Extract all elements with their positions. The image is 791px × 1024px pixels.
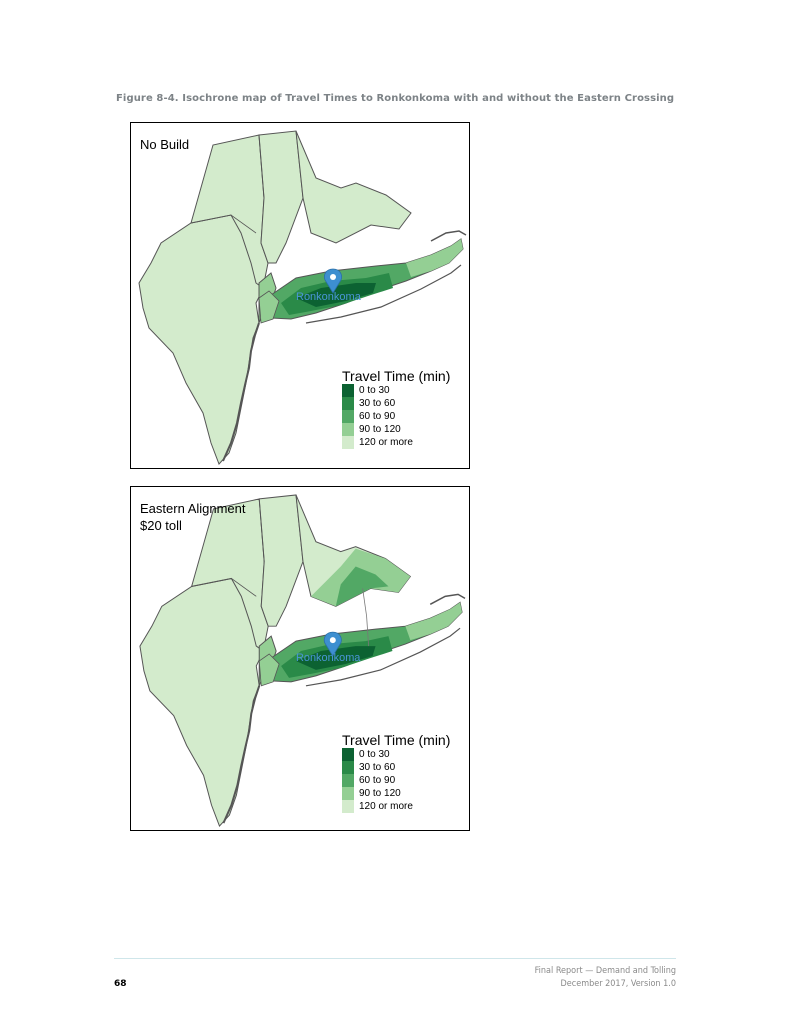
legend-swatch xyxy=(342,397,354,410)
legend-label: 120 or more xyxy=(359,437,413,448)
legend-swatch xyxy=(342,384,354,397)
legend-items: 0 to 30 30 to 60 60 to 90 90 to 120 120 … xyxy=(342,384,450,449)
legend-item: 60 to 90 xyxy=(342,774,450,787)
marker-label: Ronkonkoma xyxy=(296,652,361,664)
legend-item: 0 to 30 xyxy=(342,384,450,397)
legend-label: 0 to 30 xyxy=(359,749,390,760)
footer-divider xyxy=(114,958,676,959)
legend-swatch xyxy=(342,423,354,436)
legend-label: 90 to 120 xyxy=(359,424,401,435)
legend-swatch xyxy=(342,436,354,449)
legend-swatch xyxy=(342,787,354,800)
legend-label: 30 to 60 xyxy=(359,398,396,409)
isochrone-map: Ronkonkoma xyxy=(138,130,467,465)
figure-caption: Figure 8-4. Isochrone map of Travel Time… xyxy=(116,93,675,104)
location-pin-icon xyxy=(323,631,342,657)
isochrone-map: Ronkonkoma xyxy=(138,493,466,828)
legend-label: 120 or more xyxy=(359,801,413,812)
panel-title: No Build xyxy=(140,137,190,152)
report-title: Final Report — Demand and Tolling xyxy=(534,966,676,976)
panel-title: Eastern Alignment $20 toll xyxy=(140,501,246,533)
legend-item: 30 to 60 xyxy=(342,397,450,410)
footer-report-info: Final Report — Demand and Tolling Decemb… xyxy=(535,965,676,991)
map-panel-no-build: Ronkonkoma No Build Travel Time (min) 0 … xyxy=(130,122,470,469)
legend-title: Travel Time (min) xyxy=(342,368,451,384)
marker-label: Ronkonkoma xyxy=(296,291,362,303)
legend-item: 90 to 120 xyxy=(342,787,450,800)
legend-title: Travel Time (min) xyxy=(342,732,451,748)
page-number: 68 xyxy=(114,979,127,989)
legend-swatch xyxy=(342,748,354,761)
legend-swatch xyxy=(342,410,354,423)
legend: Travel Time (min) 0 to 30 30 to 60 60 to… xyxy=(342,368,450,449)
legend-swatch xyxy=(342,761,354,774)
legend-item: 0 to 30 xyxy=(342,748,450,761)
legend-label: 0 to 30 xyxy=(359,385,390,396)
legend-label: 60 to 90 xyxy=(359,411,396,422)
report-date: December 2017, Version 1.0 xyxy=(560,979,676,989)
map-panel-eastern-alignment: Ronkonkoma Eastern Alignment $20 toll Tr… xyxy=(130,486,470,831)
legend: Travel Time (min) 0 to 30 30 to 60 60 to… xyxy=(342,732,450,813)
legend-item: 120 or more xyxy=(342,800,450,813)
legend-label: 90 to 120 xyxy=(359,788,401,799)
legend-items: 0 to 30 30 to 60 60 to 90 90 to 120 120 … xyxy=(342,748,450,813)
legend-label: 60 to 90 xyxy=(359,775,396,786)
legend-item: 30 to 60 xyxy=(342,761,450,774)
legend-item: 60 to 90 xyxy=(342,410,450,423)
legend-item: 90 to 120 xyxy=(342,423,450,436)
legend-swatch xyxy=(342,800,354,813)
legend-item: 120 or more xyxy=(342,436,450,449)
legend-swatch xyxy=(342,774,354,787)
location-pin-icon xyxy=(324,268,342,294)
legend-label: 30 to 60 xyxy=(359,762,396,773)
